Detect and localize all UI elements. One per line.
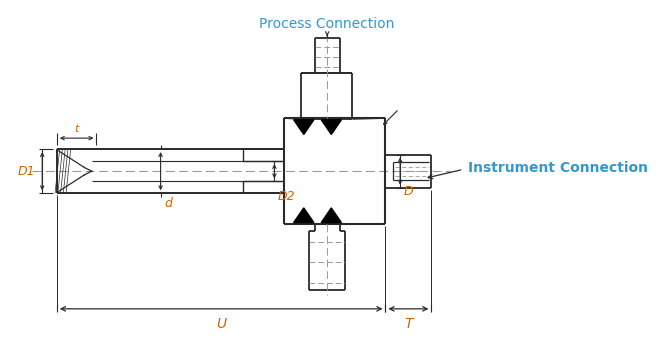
Text: d: d [164,197,172,210]
Polygon shape [293,120,314,134]
Text: U: U [216,317,226,331]
Text: D: D [404,185,413,198]
Polygon shape [321,120,342,134]
Polygon shape [293,208,314,223]
Text: D1: D1 [17,165,35,178]
Text: T: T [404,317,413,331]
Polygon shape [321,208,342,223]
Text: D2: D2 [278,190,295,203]
Text: Instrument Connection: Instrument Connection [468,161,648,175]
Text: t: t [74,123,79,133]
Text: Process Connection: Process Connection [259,17,395,31]
